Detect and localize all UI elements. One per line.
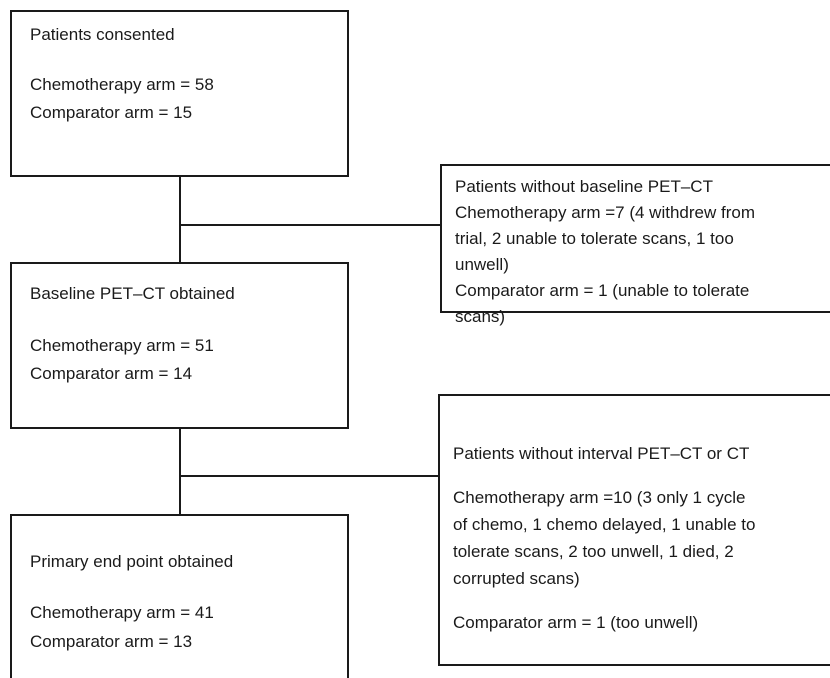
- box-line: Chemotherapy arm = 58: [30, 75, 214, 94]
- box-line: Comparator arm = 14: [30, 364, 192, 383]
- box-line: unwell): [455, 255, 509, 274]
- connector: [179, 428, 439, 515]
- box: [438, 394, 830, 666]
- box-line: Chemotherapy arm =10 (3 only 1 cycle: [453, 488, 745, 507]
- box-title: Patients without interval PET–CT or CT: [453, 444, 749, 463]
- connector: [179, 176, 441, 263]
- box-line: corrupted scans): [453, 569, 580, 588]
- box-line: trial, 2 unable to tolerate scans, 1 too: [455, 229, 734, 248]
- box-line: of chemo, 1 chemo delayed, 1 unable to: [453, 515, 755, 534]
- box-line: tolerate scans, 2 too unwell, 1 died, 2: [453, 542, 734, 561]
- box-line: Chemotherapy arm =7 (4 withdrew from: [455, 203, 755, 222]
- box-line: Comparator arm = 15: [30, 103, 192, 122]
- box-title: Patients consented: [30, 25, 175, 44]
- box: [10, 514, 349, 678]
- box-line: Comparator arm = 13: [30, 632, 192, 651]
- box-line: Comparator arm = 1 (unable to tolerate: [455, 281, 749, 300]
- box-line: scans): [455, 307, 505, 326]
- box: [440, 164, 830, 313]
- box-line: Comparator arm = 1 (too unwell): [453, 613, 698, 632]
- box-title: Primary end point obtained: [30, 552, 233, 571]
- box-title: Patients without baseline PET–CT: [455, 177, 713, 196]
- box-line: Chemotherapy arm = 41: [30, 603, 214, 622]
- box-line: Chemotherapy arm = 51: [30, 336, 214, 355]
- box-title: Baseline PET–CT obtained: [30, 284, 235, 303]
